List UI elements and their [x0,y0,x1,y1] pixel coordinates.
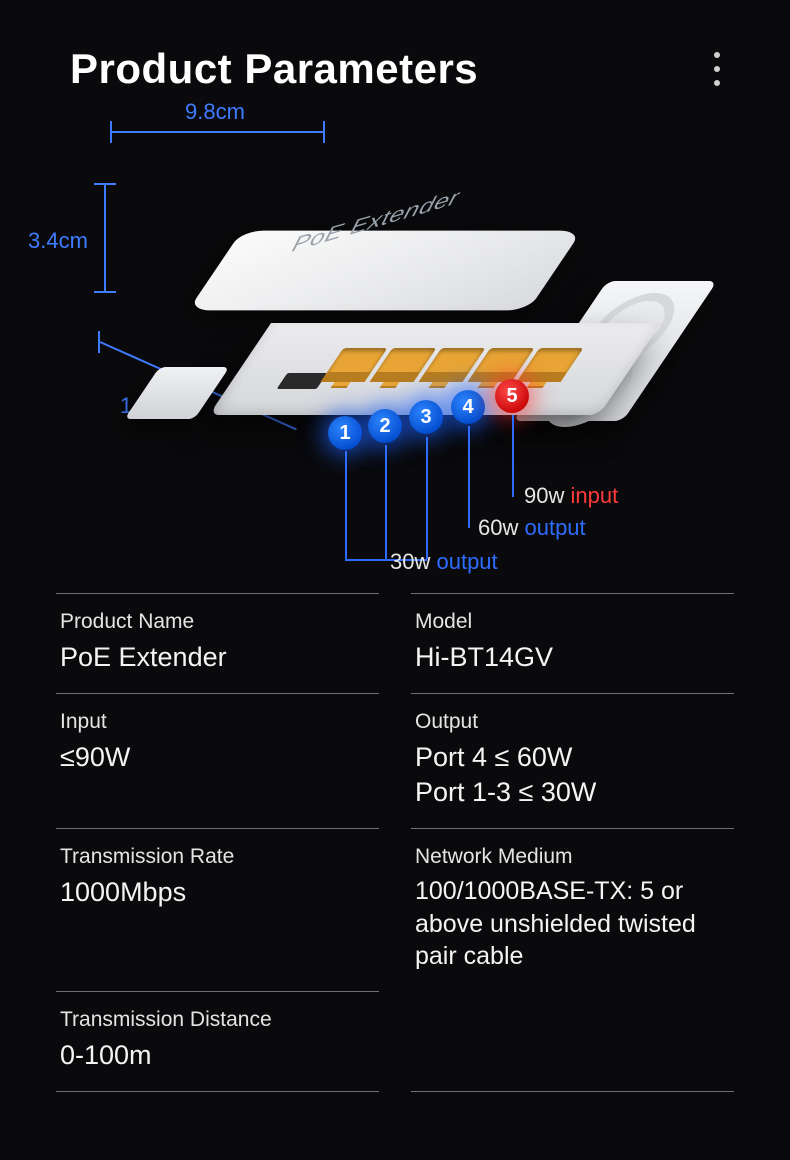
spec-label: Model [415,610,730,634]
spec-divider [56,1091,379,1092]
dimension-width-label: 9.8cm [185,99,245,125]
callout-line [426,437,428,559]
spec-cell: Input ≤90W [56,693,379,828]
spec-value: 1000Mbps [60,875,375,910]
spec-cell: Model Hi-BT14GV [411,593,734,693]
spec-label: Transmission Rate [60,845,375,869]
spec-value: ≤90W [60,740,375,775]
spec-value: 100/1000BASE-TX: 5 or above unshielded t… [415,875,730,973]
spec-cell: Output Port 4 ≤ 60W Port 1-3 ≤ 30W [411,693,734,828]
spec-label: Product Name [60,610,375,634]
dimension-height-label: 3.4cm [28,228,88,254]
spec-label: Transmission Distance [60,1008,375,1032]
callout-line [385,445,387,559]
callout-60w: 60w output [478,515,586,541]
callout-word: output [524,515,585,540]
callout-word: input [570,483,618,508]
callout-30w: 30w output [390,549,498,575]
spec-cell: Product Name PoE Extender [56,593,379,693]
header: Product Parameters [0,0,790,113]
spec-cell: Transmission Distance 0-100m [56,991,379,1091]
ethernet-ports [321,348,584,382]
callout-line [468,426,470,528]
port-badge-3: 3 [409,400,443,434]
spec-label: Input [60,710,375,734]
callout-line [345,451,347,559]
spec-label: Network Medium [415,845,730,869]
spec-value: 0-100m [60,1038,375,1073]
callout-watt: 90w [524,483,564,508]
callout-90w: 90w input [524,483,618,509]
spec-value: PoE Extender [60,640,375,675]
spec-table: Product Name PoE Extender Model Hi-BT14GV In… [56,593,734,1092]
more-icon[interactable] [714,52,730,86]
port-badge-4: 4 [451,390,485,424]
dimension-width-line [110,131,325,133]
device-top-surface [188,231,582,311]
product-diagram: 9.8cm 3.4cm 14.8cm PoE Extender 12345 30 [40,113,750,573]
port-badge-1: 1 [328,416,362,450]
callout-line [512,415,514,497]
spec-value: Hi-BT14GV [415,640,730,675]
port-badge-5: 5 [495,379,529,413]
port-badge-2: 2 [368,409,402,443]
spec-label: Output [415,710,730,734]
spec-cell: Transmission Rate 1000Mbps [56,828,379,991]
callout-word: output [436,549,497,574]
spec-value: Port 4 ≤ 60W Port 1-3 ≤ 30W [415,740,730,810]
page-title: Product Parameters [70,45,478,93]
dimension-height-line [104,183,106,293]
callout-watt: 30w [390,549,430,574]
spec-divider [411,1091,734,1092]
spec-cell [411,991,734,1091]
callout-watt: 60w [478,515,518,540]
spec-cell: Network Medium 100/1000BASE-TX: 5 or abov… [411,828,734,991]
